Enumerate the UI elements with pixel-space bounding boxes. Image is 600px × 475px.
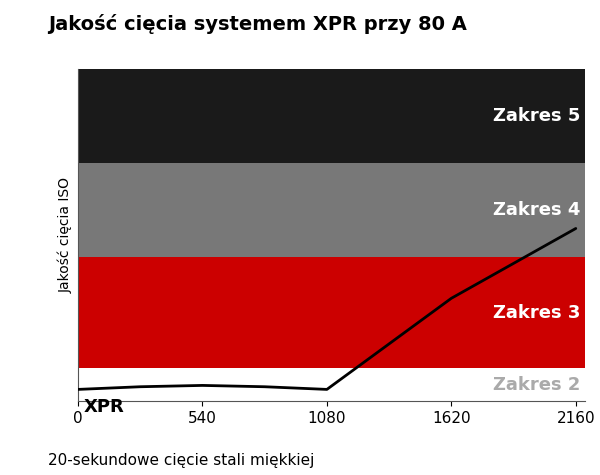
Text: Jakość cięcia systemem XPR przy 80 A: Jakość cięcia systemem XPR przy 80 A	[48, 14, 467, 34]
Text: Zakres 3: Zakres 3	[493, 304, 580, 322]
Bar	[78, 163, 585, 257]
Bar	[78, 257, 585, 368]
Text: XPR: XPR	[84, 398, 125, 416]
Text: Zakres 2: Zakres 2	[493, 376, 580, 394]
Bar	[78, 69, 585, 163]
Y-axis label: Jakość cięcia ISO: Jakość cięcia ISO	[58, 177, 73, 293]
Bar	[78, 368, 585, 401]
Text: Zakres 5: Zakres 5	[493, 107, 580, 125]
Text: Zakres 4: Zakres 4	[493, 201, 580, 219]
Text: 20-sekundowe cięcie stali miękkiej: 20-sekundowe cięcie stali miękkiej	[48, 453, 314, 468]
